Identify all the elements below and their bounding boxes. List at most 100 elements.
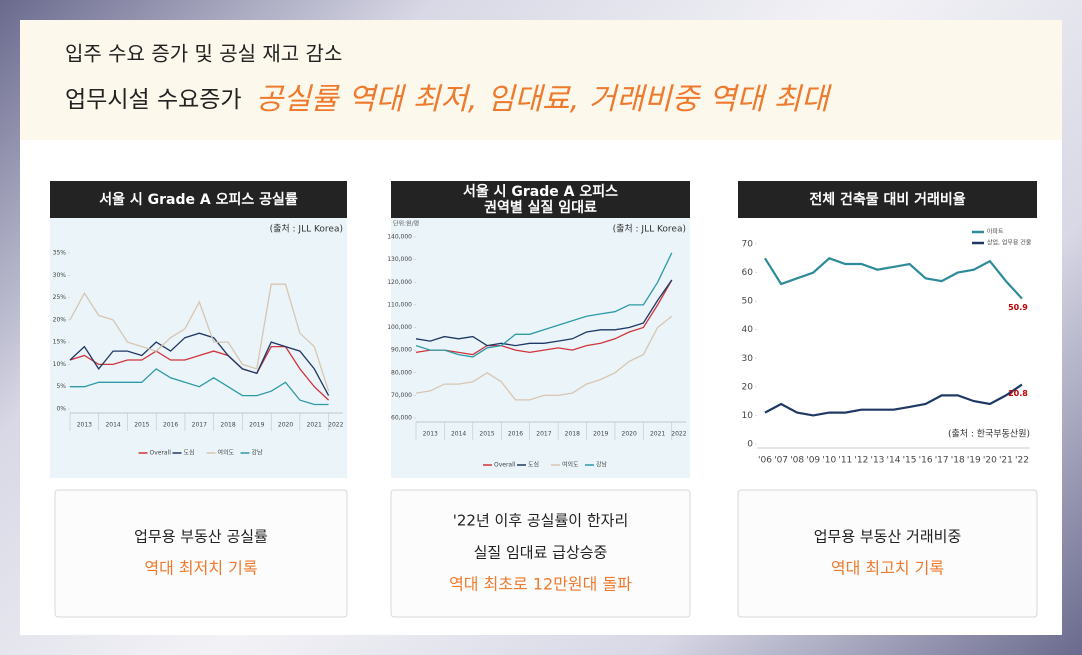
note-box [390,489,691,618]
series-line [764,257,1023,300]
x-tick-label: '19 [967,456,981,466]
y-tick-label: 10% [53,361,67,368]
y-tick-label: 80,000 [391,369,412,376]
legend-label: 강남 [596,461,608,469]
y-tick-label: 35% [53,250,67,257]
legend-label: 아파트 [987,228,1004,236]
y-tick-label: 20% [53,316,67,323]
data-label: 20.8 [1008,389,1028,398]
x-tick-label: 2017 [192,422,207,429]
x-tick-label: '12 [854,456,868,466]
title-plain: 업무시설 수요증가 [65,87,242,113]
note-text: 실질 임대료 급상승중 [474,544,608,562]
chart-title-bar [50,181,347,218]
chart-background [50,218,347,478]
x-tick-label: 2014 [451,431,466,438]
chart-title-bar [738,181,1037,218]
x-tick-label: 2016 [508,431,523,438]
series-line [764,383,1023,417]
x-tick-label: '13 [870,456,884,466]
chart-source: (출처 : 한국부동산원) [948,428,1030,440]
y-tick-label: 15% [53,339,67,346]
x-tick-label: '20 [983,456,997,466]
y-tick-label: 30 [742,354,754,364]
note-text: '22년 이후 공실률이 한자리 [453,512,629,530]
x-tick-label: 2015 [134,422,149,429]
note-box [54,489,348,618]
x-tick-label: 2019 [249,422,264,429]
chart-background [391,218,690,478]
x-tick-label: '09 [806,456,820,466]
x-tick-label: 2021 [307,422,322,429]
y-tick-label: 10 [742,411,754,421]
y-tick-label: 30% [53,272,67,279]
data-label: 50.9 [1008,303,1028,312]
x-tick-label: '22 [1015,456,1029,466]
chart-title: 권역별 실질 임대료 [484,199,597,216]
x-tick-label: 2015 [479,431,494,438]
x-tick-label: 2016 [163,422,178,429]
legend-label: 도심 [184,449,195,457]
y-tick-label: 70,000 [391,392,412,399]
note-text: 업무용 부동산 공실률 [134,528,268,546]
y-tick-label: 0% [56,406,66,413]
x-tick-label: '06 [758,456,772,466]
legend-label: 여의도 [562,461,579,469]
series-line [415,252,673,358]
note-highlight: 역대 최고치 기록 [831,559,944,578]
chart-title: 서울 시 Grade A 오피스 공실률 [99,191,298,208]
x-tick-label: 2020 [622,431,637,438]
series-line [415,315,673,401]
unit-label: 단위:원/평 [393,220,419,228]
note-text: 업무용 부동산 거래비중 [814,528,962,546]
y-tick-label: 50 [742,297,754,307]
legend-label: 상업, 업무용 건물 [987,239,1032,247]
chart-source: (출처 : JLL Korea) [613,223,686,235]
legend-label: Overall [150,450,172,457]
y-tick-label: 130,000 [387,256,412,263]
x-tick-label: '21 [999,456,1013,466]
title-highlight: 공실률 역대 최저, 임대료, 거래비중 역대 최대 [256,82,832,117]
y-tick-label: 140,000 [387,234,412,241]
legend-label: 강남 [252,449,264,457]
series-line [70,368,329,406]
x-tick-label: '07 [774,456,788,466]
chart-title: 서울 시 Grade A 오피스 [463,183,618,200]
chart-title: 전체 건축물 대비 거래비율 [809,191,965,208]
x-tick-label: '18 [951,456,965,466]
y-tick-label: 40 [742,325,754,335]
x-tick-label: 2022 [328,422,343,429]
note-box [737,489,1038,618]
header-band [20,20,1062,140]
x-tick-label: 2013 [423,431,438,438]
x-tick-label: '17 [935,456,949,466]
legend-label: 도심 [528,461,539,469]
x-tick-label: 2022 [671,431,686,438]
y-tick-label: 60 [742,268,754,278]
chart-source: (출처 : JLL Korea) [270,223,343,235]
note-highlight: 역대 최저치 기록 [144,559,257,578]
series-line [69,332,330,396]
series-line [415,279,673,347]
x-tick-label: 2021 [650,431,665,438]
x-tick-label: '11 [838,456,852,466]
x-tick-label: '14 [887,456,901,466]
legend-label: 여의도 [218,449,235,457]
y-tick-label: 60,000 [391,415,412,422]
x-tick-label: 2020 [278,422,293,429]
y-tick-label: 90,000 [391,347,412,354]
series-line [415,279,673,356]
header-title: 업무시설 수요증가 공실률 역대 최저, 임대료, 거래비중 역대 최대 [65,82,832,117]
note-highlight: 역대 최초로 12만원대 돌파 [449,575,632,594]
y-tick-label: 20 [742,382,754,392]
x-tick-label: 2017 [536,431,551,438]
y-tick-label: 0 [747,440,753,450]
y-tick-label: 25% [53,294,67,301]
x-tick-label: 2019 [593,431,608,438]
x-tick-label: 2018 [220,422,235,429]
y-tick-label: 120,000 [387,279,412,286]
x-tick-label: '10 [822,456,836,466]
y-tick-label: 70 [742,240,754,250]
x-tick-label: '15 [903,456,917,466]
x-tick-label: '16 [919,456,933,466]
